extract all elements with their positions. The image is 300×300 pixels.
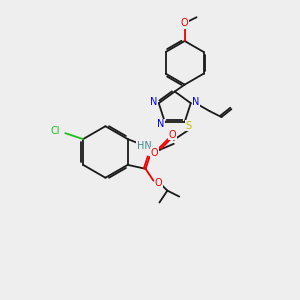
Text: N: N [157,119,165,129]
Text: N: N [150,97,158,107]
Text: O: O [181,18,188,28]
Text: O: O [151,148,158,158]
Text: S: S [186,121,192,131]
Text: Cl: Cl [51,126,60,136]
Text: N: N [192,97,200,107]
Text: O: O [169,130,177,140]
Text: HN: HN [137,141,152,151]
Text: O: O [154,178,162,188]
